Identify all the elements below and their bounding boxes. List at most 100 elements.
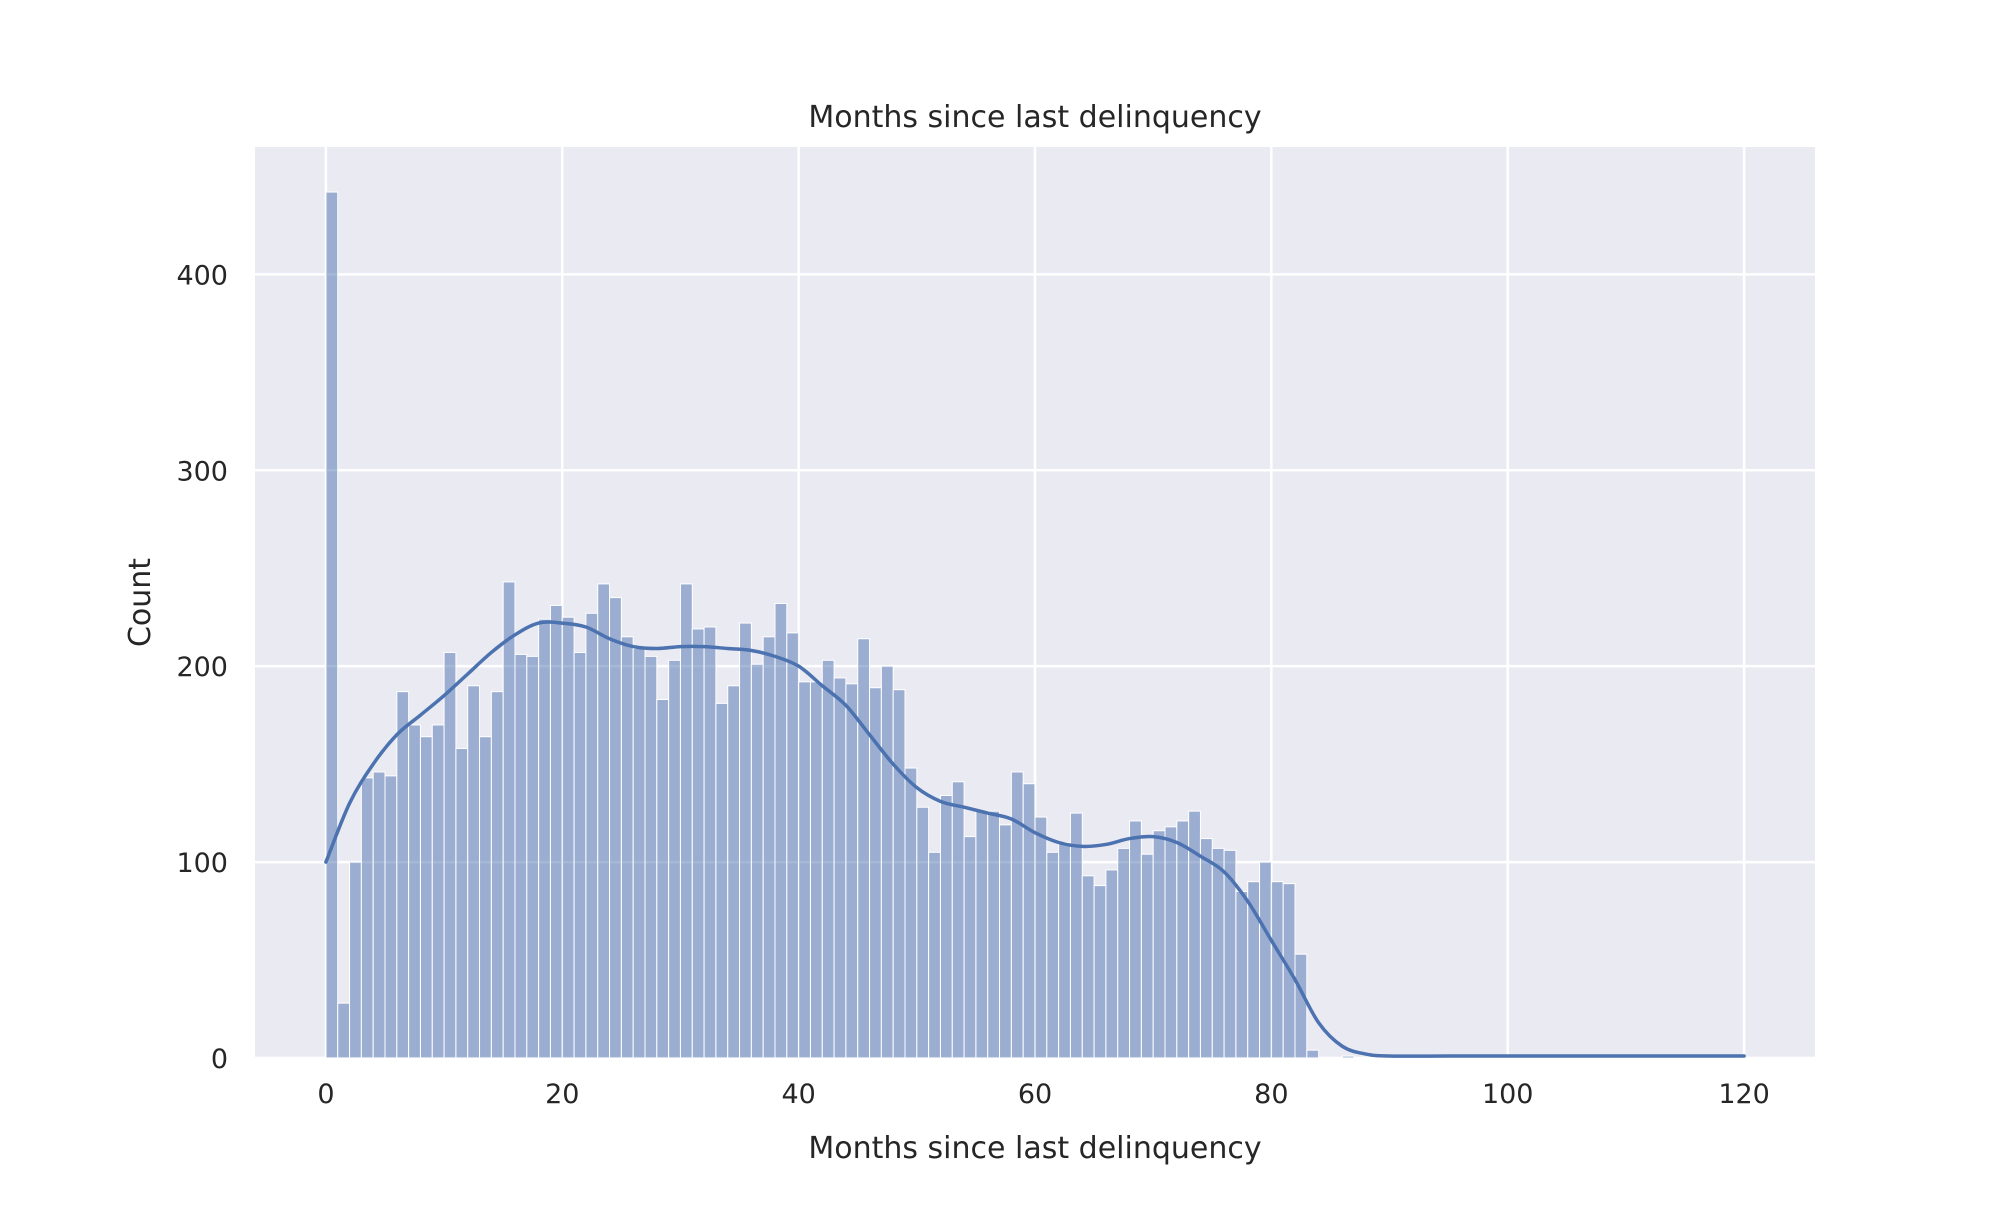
- histogram-bar: [1199, 838, 1213, 1059]
- histogram-bar: [349, 861, 362, 1059]
- histogram-bar: [1259, 861, 1272, 1059]
- histogram-bar: [490, 691, 504, 1059]
- histogram-bar: [1010, 771, 1024, 1059]
- histogram-bar: [337, 1002, 351, 1059]
- y-tick-label: 300: [176, 456, 228, 487]
- histogram-bar: [727, 685, 741, 1059]
- histogram-bar: [1176, 820, 1190, 1059]
- histogram-bar: [880, 665, 894, 1059]
- histogram-bar: [419, 736, 433, 1059]
- chart-title: Months since last delinquency: [808, 100, 1261, 135]
- histogram-bar: [538, 618, 551, 1059]
- histogram-bar: [360, 777, 374, 1059]
- kde-curve-group: [324, 620, 1746, 1058]
- histogram-bar: [1129, 820, 1142, 1059]
- kde-curve: [324, 620, 1746, 1058]
- histogram-bar: [455, 747, 469, 1059]
- histogram-bar: [715, 702, 729, 1059]
- y-axis-label: Count: [123, 558, 158, 647]
- histogram-bar: [573, 651, 587, 1059]
- x-tick-label: 80: [1254, 1079, 1288, 1110]
- histogram-bar: [987, 810, 1001, 1059]
- y-tick-label: 100: [176, 848, 228, 879]
- histogram-bar: [833, 677, 847, 1059]
- histogram-bar: [479, 736, 492, 1059]
- x-axis-label: Months since last delinquency: [808, 1131, 1261, 1166]
- histogram-bar: [372, 771, 386, 1059]
- histogram-bar: [928, 851, 941, 1059]
- histogram-bar: [632, 648, 646, 1059]
- histogram-bar: [679, 583, 693, 1059]
- x-tick-label: 0: [317, 1079, 334, 1110]
- histogram-bar: [644, 655, 658, 1059]
- histogram-bar: [691, 628, 705, 1059]
- y-tick-labels: 0 100 200 300 400: [176, 260, 228, 1075]
- histogram-bar: [431, 724, 445, 1059]
- histogram-bar: [821, 659, 835, 1059]
- histogram-bar: [325, 191, 339, 1059]
- histogram-bar: [939, 794, 953, 1059]
- histogram-bar: [1341, 1055, 1355, 1059]
- histogram-bar: [1034, 816, 1048, 1059]
- histogram-bar: [963, 836, 977, 1059]
- histogram-bar: [1306, 1049, 1320, 1059]
- histogram-bar: [1117, 847, 1131, 1059]
- histogram-bar: [916, 806, 930, 1059]
- x-tick-label: 60: [1018, 1079, 1052, 1110]
- histogram-bar: [585, 612, 599, 1059]
- histogram-bar: [443, 651, 457, 1059]
- histogram-bar: [620, 636, 634, 1059]
- histogram-bar: [999, 824, 1012, 1059]
- histogram-bar: [798, 681, 811, 1059]
- histogram-bar: [1235, 890, 1249, 1059]
- histogram-bar: [668, 659, 681, 1059]
- histogram-bar: [609, 597, 622, 1059]
- histogram-bar: [1093, 885, 1107, 1059]
- histogram-bar: [1164, 826, 1178, 1059]
- histogram-bar: [750, 663, 764, 1059]
- histogram-bar: [774, 602, 788, 1059]
- histogram-bar: [526, 655, 540, 1059]
- histogram-bar: [951, 781, 965, 1059]
- histogram-bar: [1140, 853, 1154, 1059]
- x-tick-label: 100: [1482, 1079, 1534, 1110]
- histogram-bar: [1211, 847, 1225, 1059]
- histogram-bar: [1105, 869, 1119, 1059]
- y-tick-label: 400: [176, 260, 228, 291]
- x-tick-label: 40: [781, 1079, 815, 1110]
- histogram-bar: [845, 683, 859, 1059]
- histogram-bar: [1294, 953, 1308, 1059]
- histogram-bar: [656, 698, 670, 1059]
- histogram-bar: [514, 653, 528, 1059]
- histogram-bar: [396, 691, 410, 1059]
- histogram-bar: [408, 724, 421, 1059]
- histogram-bar: [809, 681, 823, 1059]
- histogram-bar: [1046, 851, 1060, 1059]
- x-tick-labels: 0 20 40 60 80 100 120: [317, 1079, 1770, 1110]
- histogram-bar: [857, 638, 871, 1059]
- histogram-bar: [502, 581, 516, 1059]
- histogram-bar: [467, 685, 481, 1059]
- y-tick-label: 200: [176, 652, 228, 683]
- histogram-bar: [1081, 875, 1095, 1059]
- histogram-bar: [975, 810, 989, 1059]
- histogram-bar: [1069, 812, 1083, 1059]
- y-tick-label: 0: [211, 1044, 228, 1075]
- histogram-bar: [1058, 841, 1071, 1059]
- histogram-bar: [561, 616, 575, 1059]
- histogram-bar: [384, 775, 398, 1059]
- x-tick-label: 20: [545, 1079, 579, 1110]
- histogram-bar: [597, 583, 611, 1059]
- histogram-bar: [549, 604, 563, 1059]
- histogram-bar: [762, 636, 776, 1059]
- histogram-bars: [325, 191, 1745, 1059]
- histogram-bar: [1152, 830, 1166, 1059]
- histogram-bar: [703, 626, 717, 1059]
- histogram-bar: [1270, 881, 1284, 1059]
- histogram-bar: [892, 689, 906, 1059]
- histogram-bar: [739, 622, 752, 1059]
- histogram-bar: [786, 632, 800, 1059]
- histogram-bar: [904, 767, 918, 1059]
